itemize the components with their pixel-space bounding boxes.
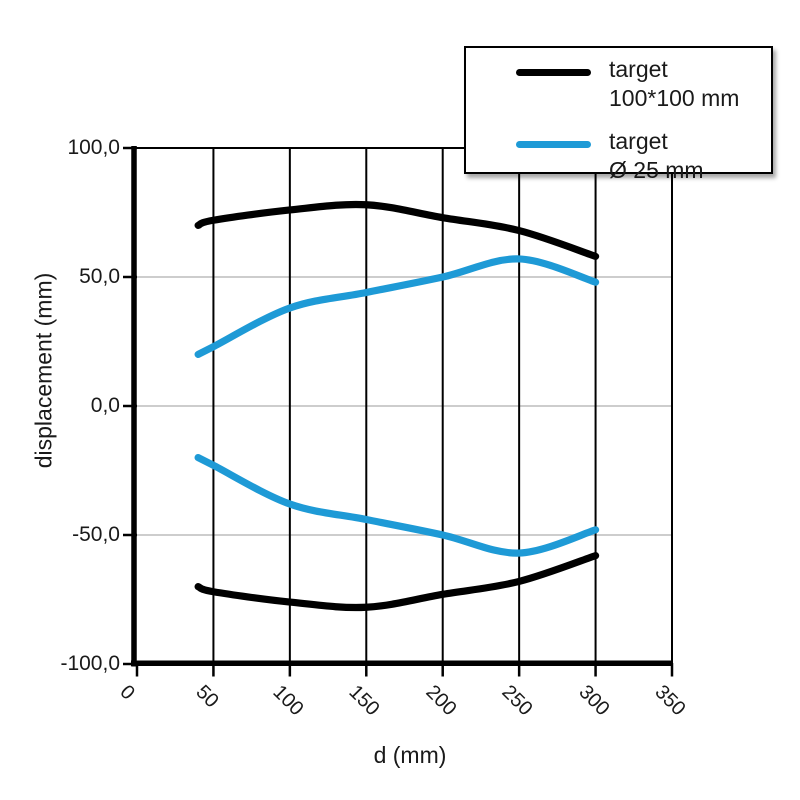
legend-text-line: 100*100 mm: [609, 85, 740, 111]
series-1-upper-line: [194, 255, 600, 358]
series-0-lower-line: [194, 552, 600, 612]
series-0-upper-line: [194, 200, 600, 260]
legend-text-line: target: [609, 56, 668, 82]
legend-label-target-d25: target Ø 25 mm: [609, 127, 704, 185]
x-axis-title: d (mm): [373, 742, 447, 768]
legend-text-line: target: [609, 128, 668, 154]
y-axis-title: displacement (mm): [30, 272, 57, 469]
legend-label-target-100x100: target 100*100 mm: [609, 55, 739, 113]
series-1-lower-line: [194, 454, 600, 557]
legend-text-line: Ø 25 mm: [609, 157, 704, 183]
legend-swatch-target-d25: [516, 141, 591, 148]
legend-swatch-target-100x100: [516, 69, 591, 76]
legend: target 100*100 mm target Ø 25 mm: [464, 46, 773, 183]
